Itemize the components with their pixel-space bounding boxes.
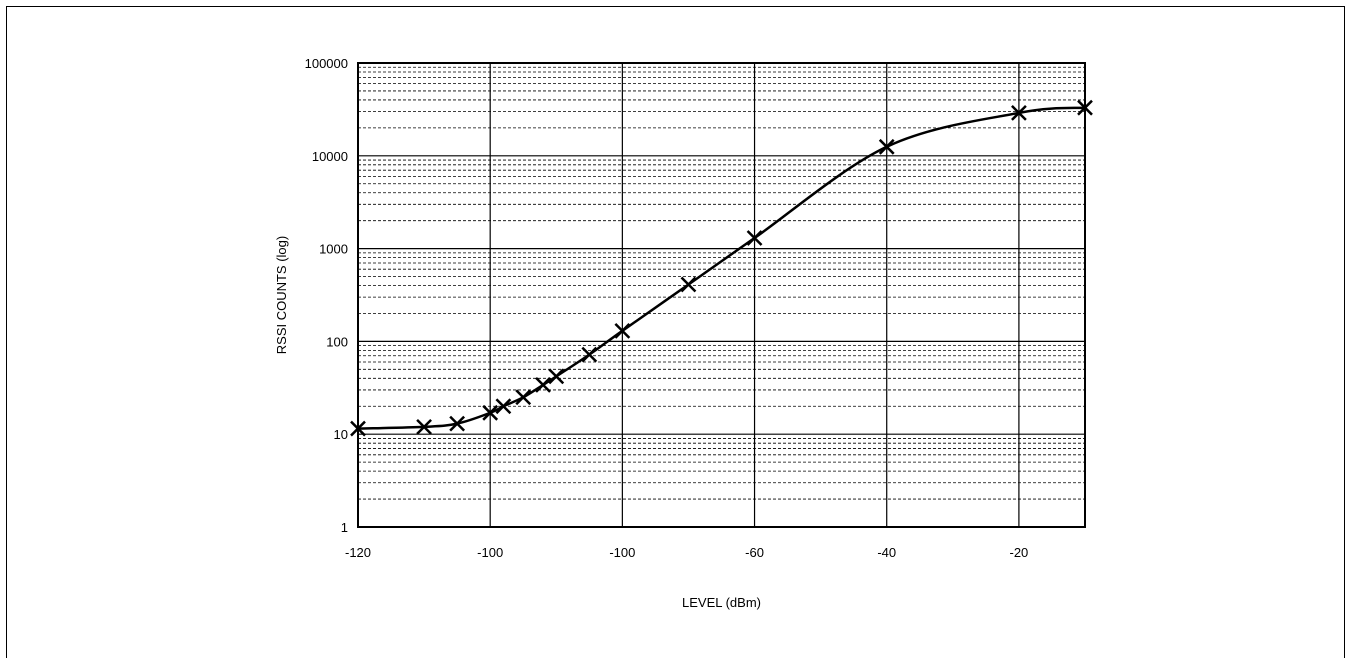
data-point-marker bbox=[350, 420, 366, 437]
data-point-marker bbox=[878, 138, 895, 155]
marker-stroke bbox=[746, 230, 763, 246]
y-tick-labels: 1 10 100 1000 10000 100000 bbox=[305, 56, 348, 535]
x-tick-label: -40 bbox=[877, 545, 896, 560]
x-tick-label: -100 bbox=[477, 545, 503, 560]
chart-frame bbox=[6, 6, 1345, 658]
data-point-marker bbox=[535, 376, 551, 393]
x-axis-label: LEVEL (dBm) bbox=[682, 595, 761, 610]
y-tick-label: 1000 bbox=[319, 242, 348, 257]
y-tick-label: 10000 bbox=[312, 149, 348, 164]
x-tick-label: -120 bbox=[345, 545, 371, 560]
series-markers bbox=[350, 99, 1093, 437]
major-grid bbox=[357, 62, 1085, 528]
marker-stroke bbox=[878, 138, 895, 155]
marker-stroke bbox=[495, 398, 512, 415]
data-point-marker bbox=[1077, 99, 1093, 116]
data-point-marker bbox=[680, 276, 697, 293]
y-tick-label: 10 bbox=[334, 427, 348, 442]
data-point-marker bbox=[416, 418, 432, 435]
y-axis-label: RSSI COUNTS (log) bbox=[274, 236, 289, 354]
data-point-marker bbox=[482, 404, 499, 421]
marker-stroke bbox=[535, 376, 551, 393]
marker-stroke bbox=[581, 346, 598, 363]
data-point-marker bbox=[581, 346, 598, 363]
marker-stroke bbox=[614, 322, 631, 339]
data-point-marker bbox=[746, 230, 763, 246]
marker-stroke bbox=[548, 368, 565, 385]
y-tick-label: 1 bbox=[341, 520, 348, 535]
x-tick-label: -60 bbox=[745, 545, 764, 560]
y-tick-label: 100 bbox=[326, 334, 348, 349]
x-tick-label: -100 bbox=[609, 545, 635, 560]
x-tick-labels: -120 -100 -100 -60 -40 -20 bbox=[345, 545, 1028, 560]
plot-border bbox=[357, 62, 1086, 528]
data-point-marker bbox=[1011, 105, 1027, 121]
marker-stroke bbox=[515, 389, 532, 406]
x-tick-label: -20 bbox=[1010, 545, 1029, 560]
data-point-marker bbox=[495, 398, 512, 415]
minor-grid bbox=[358, 66, 1085, 500]
data-point-marker bbox=[515, 389, 532, 406]
marker-stroke bbox=[416, 418, 432, 435]
data-point-marker bbox=[548, 368, 565, 385]
marker-stroke bbox=[1011, 105, 1027, 121]
marker-stroke bbox=[350, 420, 366, 437]
marker-stroke bbox=[482, 404, 499, 421]
data-point-marker bbox=[614, 322, 631, 339]
y-tick-label: 100000 bbox=[305, 56, 348, 71]
marker-stroke bbox=[1077, 99, 1093, 116]
data-point-marker bbox=[449, 415, 466, 432]
marker-stroke bbox=[680, 276, 697, 293]
marker-stroke bbox=[449, 415, 466, 432]
